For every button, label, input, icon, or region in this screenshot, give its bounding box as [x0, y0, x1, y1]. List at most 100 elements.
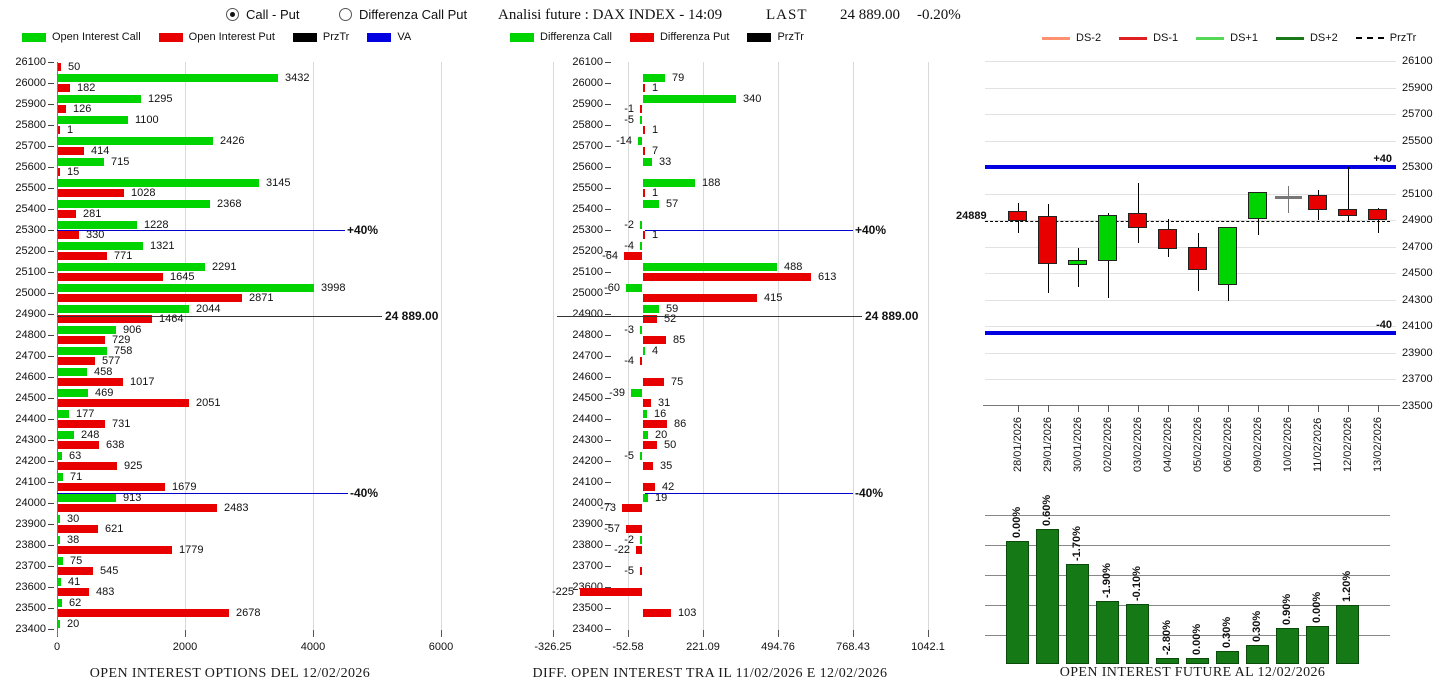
candle-body-down — [1008, 211, 1027, 221]
strike-tick — [48, 419, 54, 420]
x-tick — [928, 630, 929, 637]
candle-body-down — [1128, 213, 1147, 228]
candle-wick — [1078, 248, 1079, 287]
open-interest-call-bar — [58, 389, 88, 397]
strike-tick — [48, 251, 54, 252]
bar-value-label: 3998 — [321, 282, 346, 294]
y-tick-label: 25500 — [1402, 135, 1433, 147]
strike-label: 25000 — [15, 287, 46, 299]
differenza-call-bar — [643, 158, 652, 166]
open-interest-put-bar — [58, 231, 79, 239]
gridline-horizontal — [985, 635, 1390, 636]
strike-tick — [605, 209, 611, 210]
differenza-call-bar — [643, 347, 645, 355]
bar-value-label: 50 — [664, 439, 677, 451]
open-interest-call-bar — [58, 578, 61, 586]
differenza-put-bar — [643, 315, 657, 323]
x-tick — [778, 630, 779, 637]
strike-label: 24200 — [15, 455, 46, 467]
strike-tick — [605, 314, 611, 315]
annotation-label: 24 889.00 — [385, 309, 439, 323]
strike-label: 25500 — [15, 182, 46, 194]
radio-call-put-label[interactable]: Call - Put — [246, 7, 300, 22]
open-interest-put-bar — [58, 126, 60, 134]
radio-differenza[interactable] — [339, 8, 352, 21]
future-oi-percent-label: -0.10% — [1131, 566, 1143, 601]
radio-call-put[interactable] — [226, 8, 239, 21]
strike-label: 24200 — [572, 455, 603, 467]
strike-label: 24900 — [572, 308, 603, 320]
differenza-put-bar — [643, 399, 651, 407]
bar-value-label: -73 — [600, 502, 616, 514]
legend-diff-swatch-differenza-call — [510, 32, 534, 42]
open-interest-put-bar — [58, 504, 217, 512]
bar-value-label: -22 — [614, 544, 630, 556]
annotation-line — [645, 493, 853, 494]
differenza-call-bar — [626, 284, 642, 292]
bar-value-label: 1 — [67, 124, 74, 136]
strike-label: 24500 — [15, 392, 46, 404]
gridline-horizontal — [985, 273, 1396, 274]
legend-future-label: DS-2 — [1076, 32, 1102, 44]
gridline-horizontal — [985, 194, 1396, 195]
date-tick — [1018, 405, 1019, 412]
open-interest-put-bar — [58, 273, 163, 281]
future-oi-bar — [1336, 605, 1359, 664]
strike-label: 24100 — [572, 476, 603, 488]
strike-label: 23400 — [15, 623, 46, 635]
last-value: 24 889.00 — [840, 7, 900, 23]
x-tick — [441, 630, 442, 637]
strike-tick — [48, 629, 54, 630]
y-tick-label: 24500 — [1402, 267, 1433, 279]
strike-tick — [48, 482, 54, 483]
candle-doji-bar — [1275, 196, 1302, 199]
strike-tick — [48, 314, 54, 315]
date-tick — [1138, 405, 1139, 412]
va-line — [985, 165, 1396, 169]
strike-tick — [605, 188, 611, 189]
candle-body-down — [1308, 195, 1327, 210]
x-tick-label: 0 — [53, 641, 61, 653]
differenza-put-bar — [643, 336, 666, 344]
bar-value-label: -5 — [624, 450, 634, 462]
candle-body-up — [1098, 215, 1117, 261]
bar-value-label: -4 — [624, 240, 634, 252]
strike-label: 23700 — [572, 560, 603, 572]
bar-value-label: -1 — [624, 103, 634, 115]
gridline-horizontal — [985, 114, 1396, 115]
bar-value-label: -64 — [602, 250, 618, 262]
bar-value-label: -4 — [624, 355, 634, 367]
radio-differenza-label[interactable]: Differenza Call Put — [359, 7, 468, 22]
gridline-vertical — [553, 62, 554, 636]
open-interest-put-bar — [58, 147, 84, 155]
future-oi-percent-label: 0.60% — [1041, 494, 1053, 526]
date-tick — [1258, 405, 1259, 412]
strike-tick — [48, 272, 54, 273]
differenza-put-bar — [640, 105, 642, 113]
future-oi-bar — [1096, 601, 1119, 664]
oi-diff-title: DIFF. OPEN INTEREST TRA IL 11/02/2026 E … — [532, 666, 888, 681]
strike-tick — [605, 251, 611, 252]
bar-value-label: 2291 — [212, 261, 237, 273]
bar-value-label: 1228 — [144, 219, 169, 231]
differenza-put-bar — [636, 546, 642, 554]
przt-price-label: 24889 — [956, 210, 987, 222]
strike-label: 23400 — [572, 623, 603, 635]
date-tick — [1078, 405, 1079, 412]
legend-future-swatch-ds-1 — [1196, 36, 1225, 40]
strike-tick — [48, 566, 54, 567]
bar-value-label: 469 — [95, 387, 114, 399]
bar-value-label: 30 — [67, 513, 80, 525]
legend-diff-label: Differenza Call — [540, 31, 612, 43]
annotation-label: +40% — [347, 223, 379, 237]
annotation-line — [557, 316, 862, 317]
strike-tick — [48, 188, 54, 189]
open-interest-call-bar — [58, 473, 63, 481]
strike-label: 25100 — [572, 266, 603, 278]
future-oi-bar — [1156, 658, 1179, 664]
open-interest-put-bar — [58, 336, 105, 344]
differenza-put-bar — [643, 294, 757, 302]
